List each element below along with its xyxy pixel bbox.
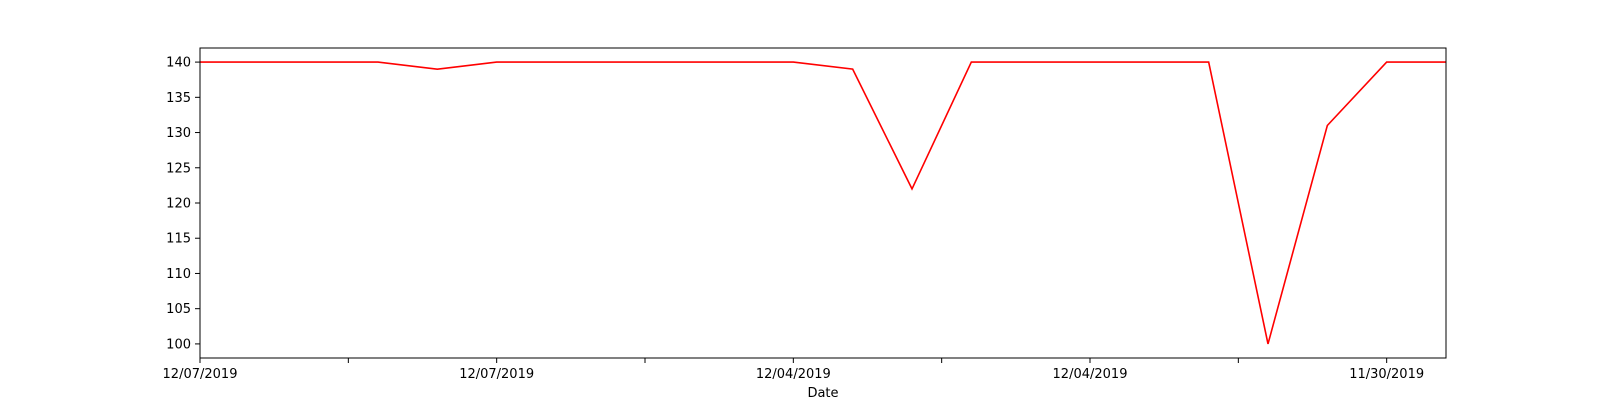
chart-marks xyxy=(200,61,1446,345)
x-tick-label: 11/30/2019 xyxy=(1349,367,1424,382)
y-tick-label: 120 xyxy=(166,197,191,212)
x-axis: 12/07/2019 12/07/2019 12/04/2019 12/04/2019… xyxy=(163,358,1424,382)
x-tick-label: 12/07/2019 xyxy=(459,367,534,382)
y-tick-label: 130 xyxy=(166,126,191,141)
y-tick-label: 140 xyxy=(166,56,191,71)
y-axis: 100 105 110 115 120 125 130 135 140 xyxy=(166,56,200,352)
plot-frame xyxy=(199,47,1447,359)
y-tick-label: 100 xyxy=(166,337,191,352)
x-tick-label: 12/04/2019 xyxy=(756,367,831,382)
y-tick-label: 135 xyxy=(166,91,191,106)
x-tick-label: 12/07/2019 xyxy=(163,367,238,382)
y-tick-label: 115 xyxy=(166,232,191,247)
series-line xyxy=(200,61,1446,345)
x-axis-label: Date xyxy=(807,386,838,400)
y-tick-label: 105 xyxy=(166,302,191,317)
y-tick-label: 110 xyxy=(166,267,191,282)
x-tick-label: 12/04/2019 xyxy=(1053,367,1128,382)
y-tick-label: 125 xyxy=(166,161,191,176)
